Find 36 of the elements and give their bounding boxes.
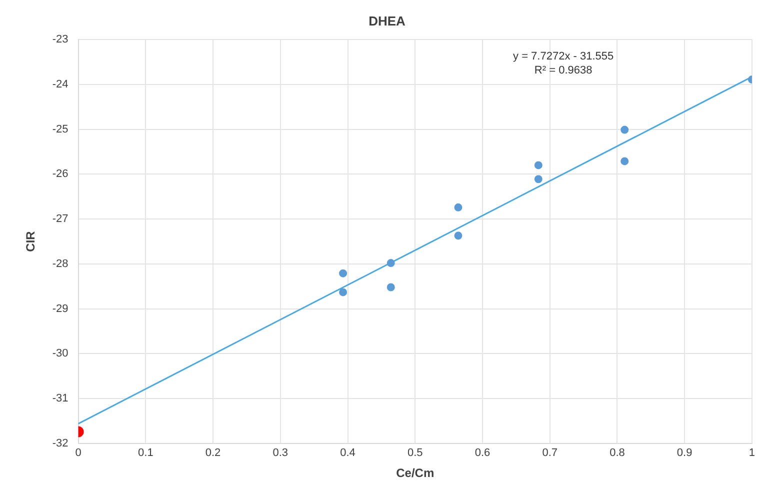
point: [386, 283, 395, 292]
x-tick-label: 0: [75, 447, 82, 460]
y-tick-label: -25: [52, 123, 68, 136]
point: [454, 232, 462, 240]
y-tick-label: -26: [52, 168, 68, 180]
annotation: y = 7.7272x - 31.555: [513, 50, 614, 63]
point: [620, 157, 629, 166]
annotation: R² = 0.9638: [534, 64, 592, 77]
point: [339, 269, 348, 278]
y-tick-label: -32: [52, 437, 68, 450]
x-tick-label: 0.6: [474, 447, 490, 460]
y-tick-label: -23: [52, 34, 68, 46]
x-tick-label: 0.9: [676, 447, 692, 460]
y-tick-label: -30: [52, 348, 68, 360]
y-tick-label: -29: [52, 302, 68, 315]
x-tick-label: 0.2: [205, 447, 221, 460]
y-tick-label: -31: [52, 392, 68, 405]
x-tick-label: 0.8: [610, 447, 625, 460]
y-tick-label: -28: [52, 258, 68, 270]
y-tick-label: -27: [52, 213, 68, 226]
point: [386, 259, 395, 268]
x-tick-label: 0.5: [407, 447, 423, 460]
x-tick-label: 0.7: [542, 447, 558, 460]
point: [534, 161, 542, 170]
point: [534, 175, 542, 184]
point: [454, 203, 462, 212]
point: [620, 126, 629, 134]
x-tick-label: 0.4: [340, 447, 356, 460]
x-tick-label: 0.1: [138, 447, 154, 460]
point: [339, 288, 348, 296]
x-axis-title: Ce/Cm: [396, 466, 434, 480]
y-tick-label: -24: [52, 78, 68, 90]
y-axis-title: CIR: [24, 230, 38, 252]
x-tick-label: 0.3: [272, 447, 288, 460]
chart-title: DHEA: [368, 13, 406, 28]
x-tick-label: 1: [748, 447, 756, 460]
